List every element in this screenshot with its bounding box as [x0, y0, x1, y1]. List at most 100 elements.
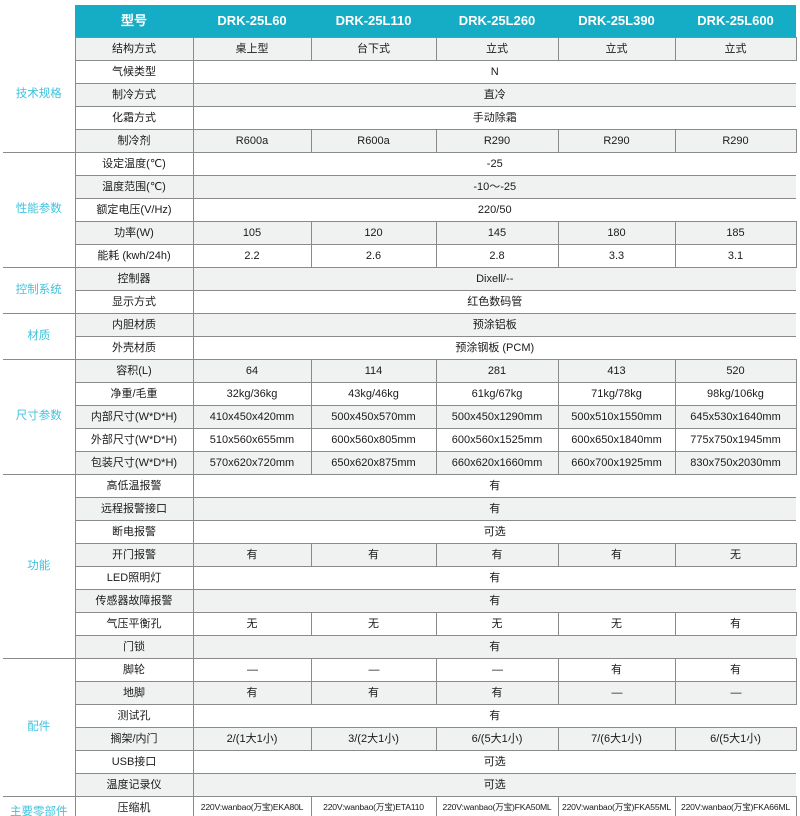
row-merged-value: 有	[193, 497, 796, 521]
row-merged-value: -10〜-25	[193, 175, 796, 199]
row-item-label: 远程报警接口	[75, 497, 194, 521]
row-value-5: 6/(5大1小)	[674, 727, 797, 751]
category-label-5: 尺寸参数	[3, 359, 76, 475]
row-merged-value: 红色数码管	[193, 290, 796, 314]
row-value-4: —	[557, 681, 676, 705]
row-value-1: 桌上型	[192, 37, 312, 61]
row-value-5: 220V:wanbao(万宝)FKA66ML	[674, 796, 797, 816]
table-row: 门锁有	[3, 635, 796, 659]
table-row: 测试孔有	[3, 704, 796, 728]
row-item-label: 地脚	[75, 681, 194, 705]
row-value-2: 500x450x570mm	[310, 405, 437, 429]
row-value-3: 281	[435, 359, 559, 383]
row-value-5: 3.1	[674, 244, 797, 268]
table-row: 控制系统 控制器 Dixell/--	[3, 267, 796, 314]
table-row: 功率(W) 105 120 145 180 185	[3, 221, 797, 245]
table-row: 功能 高低温报警有	[3, 474, 796, 659]
table-row: 地脚有有有 — —	[3, 681, 797, 705]
row-value-1: 无	[192, 612, 312, 636]
row-value-4: R290	[557, 129, 676, 153]
row-value-3: 61kg/67kg	[435, 382, 559, 406]
table-row: 制冷方式 直冷	[3, 83, 796, 107]
row-item-label: 断电报警	[75, 520, 194, 544]
row-item-label: 外壳材质	[75, 336, 194, 360]
row-value-1: 有	[192, 543, 312, 567]
header-model-4: DRK-25L390	[558, 5, 675, 38]
row-item-label: 净重/毛重	[75, 382, 194, 406]
category-label-6: 功能	[3, 474, 76, 659]
category-label-3: 控制系统	[3, 267, 76, 314]
row-value-2: 114	[310, 359, 437, 383]
row-value-1: —	[192, 658, 312, 682]
row-merged-value: 有	[193, 635, 796, 659]
category-label-1: 技术规格	[3, 37, 76, 153]
row-value-2: 220V:wanbao(万宝)ETA110	[310, 796, 437, 816]
row-value-1: 2/(1大1小)	[192, 727, 312, 751]
row-value-3: 2.8	[435, 244, 559, 268]
row-item-label: 结构方式	[75, 37, 194, 61]
row-item-label: 功率(W)	[75, 221, 194, 245]
table-row: 温度范围(℃) -10〜-25	[3, 175, 796, 199]
header-model-3: DRK-25L260	[436, 5, 558, 38]
row-merged-value: Dixell/--	[193, 267, 796, 291]
row-value-5: 520	[674, 359, 797, 383]
row-item-label: 控制器	[75, 267, 194, 291]
row-value-1: R600a	[192, 129, 312, 153]
row-item-label: 高低温报警	[75, 474, 194, 498]
table-row: 内部尺寸(W*D*H) 410x450x420mm 500x450x570mm 500…	[3, 405, 797, 429]
category-label-8: 主要零部件品牌规格	[3, 796, 76, 816]
header-model-1: DRK-25L60	[193, 5, 311, 38]
row-value-1: 220V:wanbao(万宝)EKA80L	[192, 796, 312, 816]
row-value-2: R600a	[310, 129, 437, 153]
row-item-label: 开门报警	[75, 543, 194, 567]
row-value-4: 3.3	[557, 244, 676, 268]
row-merged-value: 手动除霜	[193, 106, 796, 130]
row-item-label: 内部尺寸(W*D*H)	[75, 405, 194, 429]
row-value-2: 120	[310, 221, 437, 245]
row-value-4: 180	[557, 221, 676, 245]
category-label-2: 性能参数	[3, 152, 76, 268]
row-value-5: 立式	[674, 37, 797, 61]
row-item-label: 传感器故障报警	[75, 589, 194, 613]
row-value-4: 7/(6大1小)	[557, 727, 676, 751]
table-row: 化霜方式 手动除霜	[3, 106, 796, 130]
row-item-label: 制冷剂	[75, 129, 194, 153]
row-value-1: 32kg/36kg	[192, 382, 312, 406]
row-item-label: 显示方式	[75, 290, 194, 314]
row-item-label: 气压平衡孔	[75, 612, 194, 636]
row-item-label: 门锁	[75, 635, 194, 659]
row-value-4: 500x510x1550mm	[557, 405, 676, 429]
row-value-4: 413	[557, 359, 676, 383]
row-value-2: —	[310, 658, 437, 682]
row-value-2: 无	[310, 612, 437, 636]
table-row: 额定电压(V/Hz) 220/50	[3, 198, 796, 222]
row-item-label: 设定温度(℃)	[75, 152, 194, 176]
table-header-row: 型号 DRK-25L60 DRK-25L110 DRK-25L260 DRK-25L39…	[3, 5, 796, 38]
row-item-label: 搁架/内门	[75, 727, 194, 751]
table-row: 性能参数 设定温度(℃) -25	[3, 152, 796, 268]
row-value-5: 830x750x2030mm	[674, 451, 797, 475]
row-item-label: 化霜方式	[75, 106, 194, 130]
row-value-5: R290	[674, 129, 797, 153]
row-merged-value: N	[193, 60, 796, 84]
row-value-5: 有	[674, 612, 797, 636]
row-value-3: 立式	[435, 37, 559, 61]
row-item-label: 压缩机	[75, 796, 194, 816]
row-value-1: 64	[192, 359, 312, 383]
row-value-1: 510x560x655mm	[192, 428, 312, 452]
header-model-2: DRK-25L110	[311, 5, 436, 38]
table-row: 温度记录仪 可选	[3, 773, 796, 797]
table-row: 净重/毛重 32kg/36kg 43kg/46kg 61kg/67kg 71kg/78k…	[3, 382, 797, 406]
row-value-4: 有	[557, 658, 676, 682]
table-row: 尺寸参数 容积(L) 64 114 281 413 520	[3, 359, 797, 475]
table-row: 传感器故障报警有	[3, 589, 796, 613]
row-value-5: 无	[674, 543, 797, 567]
row-item-label: 额定电压(V/Hz)	[75, 198, 194, 222]
row-merged-value: 有	[193, 474, 796, 498]
row-value-3: 无	[435, 612, 559, 636]
table-row: LED照明灯有	[3, 566, 796, 590]
row-item-label: 温度范围(℃)	[75, 175, 194, 199]
table-row: 远程报警接口有	[3, 497, 796, 521]
row-value-3: 220V:wanbao(万宝)FKA50ML	[435, 796, 559, 816]
